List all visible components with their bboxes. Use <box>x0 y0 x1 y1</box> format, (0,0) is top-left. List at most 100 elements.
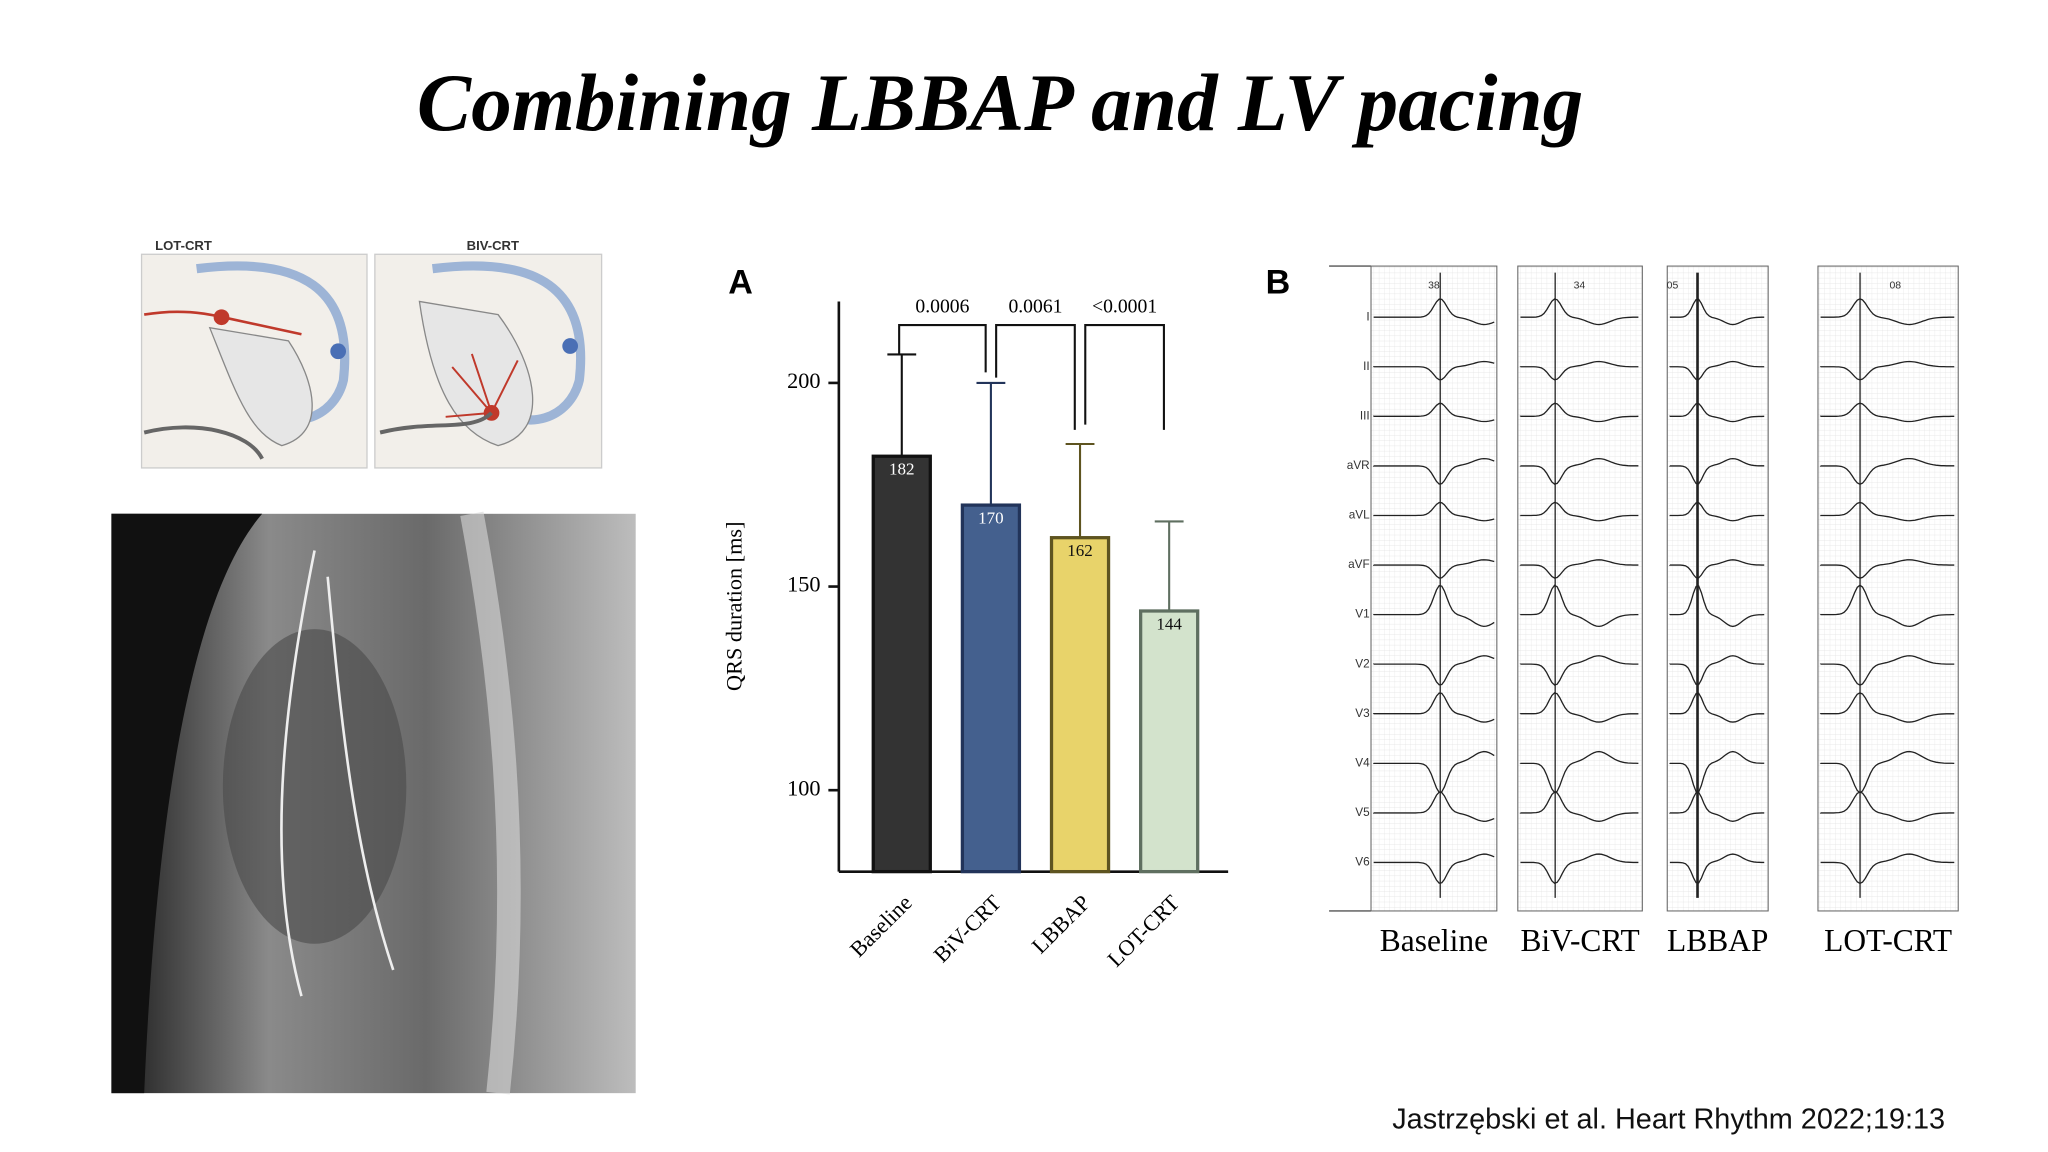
ecg-trace <box>1372 584 1495 628</box>
schematic-header: LOT-CRT <box>155 238 212 253</box>
bar <box>1049 536 1111 874</box>
xray-spine <box>460 511 521 1095</box>
y-tick-label: 200 <box>787 368 820 393</box>
panel-label: B <box>1266 263 1291 301</box>
ecg-strip-number: 08 <box>1889 281 1901 292</box>
x-tick-label: LBBAP <box>1027 890 1095 958</box>
bar <box>871 454 932 874</box>
ecg-trace <box>1519 692 1639 723</box>
ecg-trace <box>1372 559 1495 579</box>
ecg-trace <box>1372 750 1495 794</box>
bar <box>960 503 1022 874</box>
ecg-trace <box>1372 360 1495 381</box>
ecg-trace <box>1669 501 1765 522</box>
value-label: 162 <box>1067 541 1093 560</box>
schematic-header: BIV-CRT <box>467 238 519 253</box>
electrode <box>213 309 230 326</box>
ecg-lead-label: I <box>1366 310 1369 323</box>
ecg-strip-number: 34 <box>1574 281 1586 292</box>
ecg-trace <box>1372 791 1495 822</box>
ecg-trace <box>1519 791 1639 822</box>
p-value-label: 0.0061 <box>1008 296 1062 318</box>
ecg-panel: B 38Baseline34BiV-CRT05LBBAP08LOT-CRTIIII… <box>1266 263 1959 958</box>
ecg-strip-number: 05 <box>1667 281 1679 292</box>
ecg-trace <box>1519 655 1639 686</box>
citation: Jastrzębski et al. Heart Rhythm 2022;19:… <box>1392 1103 1945 1135</box>
ecg-trace <box>1669 402 1765 423</box>
ecg-trace <box>1819 360 1955 381</box>
ecg-trace <box>1669 585 1765 628</box>
ecg-trace <box>1819 402 1955 423</box>
ecg-lead-label: III <box>1360 409 1370 422</box>
heart <box>418 300 534 447</box>
x-tick-label: BiV-CRT <box>929 890 1007 968</box>
ecg-column-label: Baseline <box>1380 923 1488 958</box>
p-value-label: 0.0006 <box>915 296 969 318</box>
ecg-lead-label: V1 <box>1355 608 1369 621</box>
ecg-grid <box>1817 265 1959 912</box>
ecg-trace <box>1669 750 1765 793</box>
ecg-lead-label: II <box>1363 360 1370 373</box>
value-label: 182 <box>889 460 915 479</box>
ecg-trace <box>1519 750 1639 794</box>
ecg-trace <box>1519 501 1639 522</box>
y-tick-label: 150 <box>787 572 820 597</box>
conduction-path <box>445 353 519 418</box>
ecg-lead-label: aVR <box>1347 459 1370 472</box>
ecg-trace <box>1819 750 1955 794</box>
xray-lead <box>280 550 395 997</box>
significance-bracket <box>995 324 1076 430</box>
ecg-trace <box>1373 298 1495 326</box>
ecg-trace <box>1669 655 1765 686</box>
ecg-lead-label: V4 <box>1355 756 1370 769</box>
slide-title: Combining LBBAP and LV pacing <box>417 58 1583 148</box>
xray-shadow <box>111 513 263 1094</box>
ecg-grid <box>1370 265 1498 912</box>
ecg-trace <box>1669 457 1765 485</box>
ecg-trace <box>1520 853 1639 885</box>
x-tick-label: Baseline <box>845 890 917 962</box>
ecg-lead-label: V5 <box>1355 806 1370 819</box>
x-tick-label: LOT-CRT <box>1102 890 1184 972</box>
significance-bracket <box>898 324 987 373</box>
ecg-trace <box>1519 360 1639 381</box>
ecg-trace <box>1669 791 1765 822</box>
bar <box>1139 609 1200 874</box>
ecg-trace <box>1819 791 1955 822</box>
value-label: 144 <box>1156 614 1182 633</box>
ecg-strip-number: 38 <box>1428 281 1440 292</box>
ecg-trace <box>1669 559 1765 579</box>
ecg-trace <box>1372 457 1495 485</box>
ecg-lead-label: aVL <box>1349 509 1370 522</box>
vessel <box>431 261 586 425</box>
ecg-trace <box>1669 360 1765 381</box>
ecg-trace <box>1520 298 1639 326</box>
ecg-trace <box>1372 655 1495 686</box>
ecg-trace <box>1519 559 1639 579</box>
electrode <box>562 338 579 354</box>
ecg-trace <box>1819 584 1955 628</box>
ecg-trace <box>1819 559 1955 579</box>
ecg-grid <box>1666 265 1769 912</box>
y-axis-label: QRS duration [ms] <box>722 521 747 690</box>
electrode <box>330 343 347 360</box>
xray-lung <box>222 629 407 944</box>
ecg-trace <box>1372 501 1495 522</box>
ecg-trace <box>1519 457 1639 485</box>
ecg-column-label: LOT-CRT <box>1824 923 1952 958</box>
ecg-frame <box>1329 265 1372 912</box>
pacing-schematic: LOT-CRT BIV-CRT <box>140 238 603 469</box>
value-label: 170 <box>978 508 1004 527</box>
ecg-trace <box>1819 501 1955 522</box>
significance-bracket <box>1084 324 1165 430</box>
ecg-trace <box>1820 853 1955 885</box>
ecg-trace <box>1372 692 1495 723</box>
panel-label: A <box>728 263 753 301</box>
ecg-column-label: BiV-CRT <box>1520 923 1639 958</box>
ecg-column-label: LBBAP <box>1667 923 1768 958</box>
ecg-lead-label: V3 <box>1355 707 1370 720</box>
ecg-lead-label: V6 <box>1355 856 1370 869</box>
y-tick-label: 100 <box>787 775 820 800</box>
